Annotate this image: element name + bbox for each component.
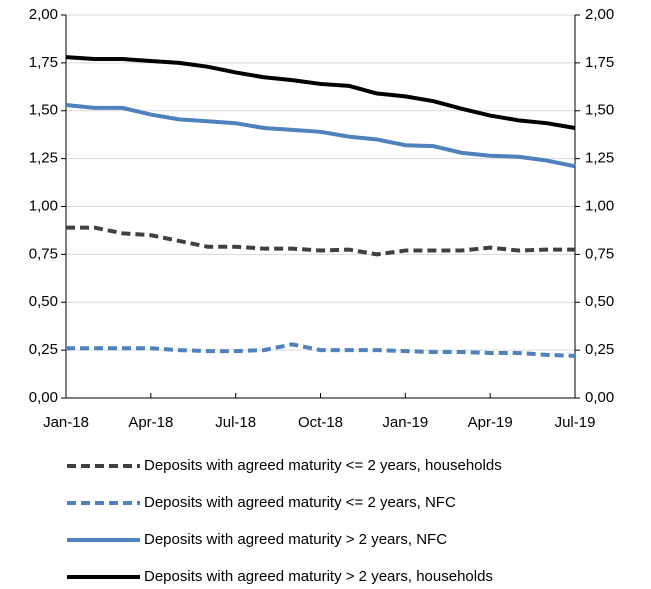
x-tick-label: Jan-18 xyxy=(43,414,89,431)
legend-label: Deposits with agreed maturity > 2 years,… xyxy=(144,531,447,548)
y2-tick-label: 1,75 xyxy=(585,54,614,71)
y2-tick-label: 1,25 xyxy=(585,150,614,167)
x-tick-label: Jan-19 xyxy=(382,414,428,431)
series-line xyxy=(66,342,576,358)
y2-tick-label: 0,75 xyxy=(585,245,614,262)
y2-tick-label: 0,50 xyxy=(585,293,614,310)
y2-tick-label: 1,00 xyxy=(585,197,614,214)
y-tick-label: 1,25 xyxy=(29,150,58,167)
y-tick-label: 1,50 xyxy=(29,102,58,119)
y-tick-label: 1,75 xyxy=(29,54,58,71)
x-tick-label: Apr-18 xyxy=(128,414,173,431)
series-line xyxy=(66,225,575,257)
y-tick-label: 0,00 xyxy=(29,389,58,406)
y-tick-label: 0,75 xyxy=(29,245,58,262)
x-tick-label: Apr-19 xyxy=(468,414,513,431)
y-tick-label: 1,00 xyxy=(29,197,58,214)
legend-label: Deposits with agreed maturity > 2 years,… xyxy=(144,568,493,585)
y2-tick-label: 0,25 xyxy=(585,341,614,358)
y-tick-label: 0,50 xyxy=(29,293,58,310)
y-tick-label: 0,25 xyxy=(29,341,58,358)
y2-tick-label: 1,50 xyxy=(585,102,614,119)
series-line xyxy=(65,103,576,169)
legend-label: Deposits with agreed maturity <= 2 years… xyxy=(144,494,456,511)
x-tick-label: Jul-19 xyxy=(555,414,596,431)
y-tick-label: 2,00 xyxy=(29,6,58,23)
y2-tick-label: 2,00 xyxy=(585,6,614,23)
series-line xyxy=(65,55,576,130)
x-tick-label: Oct-18 xyxy=(298,414,343,431)
legend-label: Deposits with agreed maturity <= 2 years… xyxy=(144,457,502,474)
y2-tick-label: 0,00 xyxy=(585,389,614,406)
x-tick-label: Jul-18 xyxy=(215,414,256,431)
